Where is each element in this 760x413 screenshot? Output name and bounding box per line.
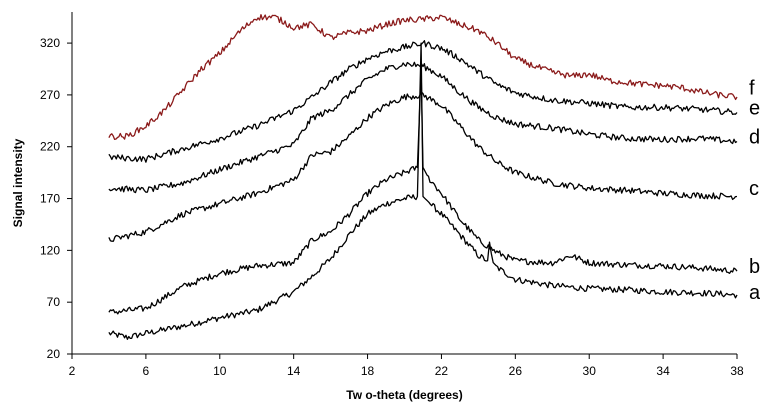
- x-tick-label: 26: [509, 364, 523, 378]
- series-line-d: [108, 61, 738, 194]
- series-line-f: [108, 14, 738, 141]
- x-tick-label: 10: [213, 364, 227, 378]
- axes-layer: [71, 12, 737, 355]
- series-label-c: c: [749, 178, 759, 200]
- series-line-c: [108, 91, 738, 242]
- x-tick-label: 18: [361, 364, 375, 378]
- series-label-a: a: [749, 282, 760, 304]
- y-axis-title: Signal intensity: [11, 138, 25, 227]
- series-label-e: e: [749, 97, 760, 119]
- y-tick-label: 120: [40, 243, 60, 257]
- series-line-e: [108, 40, 738, 163]
- x-tick-label: 34: [656, 364, 670, 378]
- series-line-a: [108, 42, 738, 340]
- y-tick-label: 20: [47, 347, 61, 361]
- series-line-b: [108, 68, 738, 315]
- y-tick-label: 320: [40, 36, 60, 50]
- series-layer: [108, 14, 738, 340]
- x-tick-label: 38: [730, 364, 744, 378]
- y-tick-label: 170: [40, 192, 60, 206]
- x-tick-label: 2: [69, 364, 76, 378]
- series-labels-layer: ab c def: [749, 78, 760, 304]
- y-tick-label: 270: [40, 88, 60, 102]
- x-tick-label: 30: [583, 364, 597, 378]
- series-label-f: f: [749, 78, 755, 100]
- y-tick-label: 220: [40, 140, 60, 154]
- series-label-d: d: [749, 126, 760, 148]
- x-tick-label: 14: [287, 364, 301, 378]
- x-tick-label: 6: [143, 364, 150, 378]
- series-label-b: b: [749, 256, 760, 278]
- y-tick-label: 70: [47, 295, 61, 309]
- x-tick-label: 22: [435, 364, 449, 378]
- x-axis-title: Tw o-theta (degrees): [346, 388, 462, 402]
